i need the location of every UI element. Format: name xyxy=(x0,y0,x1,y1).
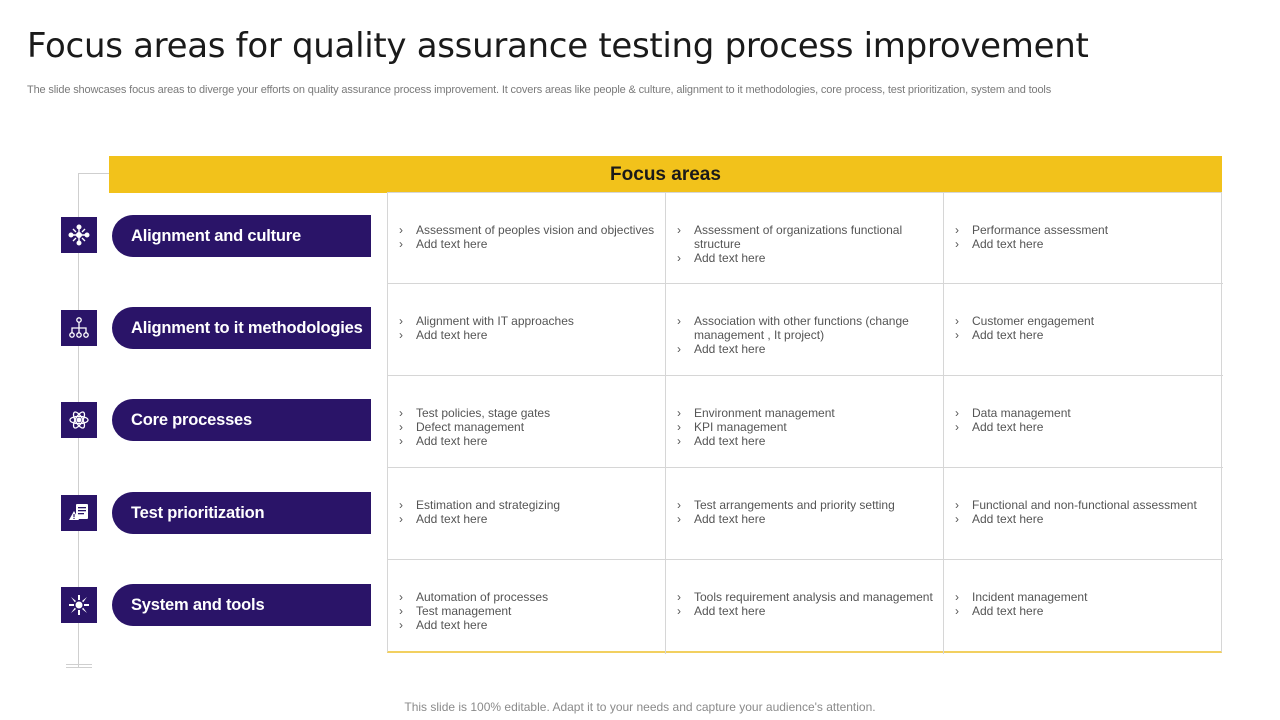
footer-note: This slide is 100% editable. Adapt it to… xyxy=(404,700,876,714)
tools-icon xyxy=(61,587,97,623)
list-item: Environment management xyxy=(674,406,933,420)
list-item: Data management xyxy=(952,406,1213,420)
table-cell: Functional and non-functional assessment… xyxy=(944,468,1223,560)
document-warning-icon xyxy=(61,495,97,531)
table-cell: Test policies, stage gatesDefect managem… xyxy=(388,376,666,468)
page-title: Focus areas for quality assurance testin… xyxy=(27,26,1089,66)
row-label-test-prioritization: Test prioritization xyxy=(112,492,371,534)
list-item: Performance assessment xyxy=(952,223,1213,237)
list-item: Add text here xyxy=(674,604,933,618)
list-item: Incident management xyxy=(952,590,1213,604)
hierarchy-icon xyxy=(61,310,97,346)
atom-gear-icon xyxy=(61,402,97,438)
list-item: Defect management xyxy=(396,420,655,434)
list-item: Add text here xyxy=(396,434,655,448)
list-item: Add text here xyxy=(952,420,1213,434)
list-item: Automation of processes xyxy=(396,590,655,604)
list-item: Add text here xyxy=(674,434,933,448)
list-item: Assessment of organizations functional s… xyxy=(674,223,933,251)
table-cell: Performance assessmentAdd text here xyxy=(944,193,1223,284)
list-item: Add text here xyxy=(396,512,655,526)
list-item: Add text here xyxy=(952,512,1213,526)
list-item: Add text here xyxy=(674,342,933,356)
connector-foot xyxy=(66,667,92,668)
focus-areas-header: Focus areas xyxy=(109,156,1222,193)
list-item: Add text here xyxy=(952,237,1213,251)
list-item: Test arrangements and priority setting xyxy=(674,498,933,512)
table-cell: Assessment of organizations functional s… xyxy=(666,193,944,284)
table-cell: Tools requirement analysis and managemen… xyxy=(666,560,944,654)
list-item: Functional and non-functional assessment xyxy=(952,498,1213,512)
list-item: Test management xyxy=(396,604,655,618)
list-item: Add text here xyxy=(396,328,655,342)
table-cell: Data managementAdd text here xyxy=(944,376,1223,468)
table-cell: Association with other functions (change… xyxy=(666,284,944,376)
list-item: Assessment of peoples vision and objecti… xyxy=(396,223,655,237)
list-item: Add text here xyxy=(396,237,655,251)
list-item: Customer engagement xyxy=(952,314,1213,328)
list-item: Add text here xyxy=(674,251,933,265)
list-item: Add text here xyxy=(952,328,1213,342)
list-item: Alignment with IT approaches xyxy=(396,314,655,328)
list-item: Estimation and strategizing xyxy=(396,498,655,512)
row-label-system-tools: System and tools xyxy=(112,584,371,626)
page-subtitle: The slide showcases focus areas to diver… xyxy=(27,84,1052,96)
network-people-icon xyxy=(61,217,97,253)
table-cell: Assessment of peoples vision and objecti… xyxy=(388,193,666,284)
table-cell: Environment managementKPI managementAdd … xyxy=(666,376,944,468)
list-item: Test policies, stage gates xyxy=(396,406,655,420)
list-item: Tools requirement analysis and managemen… xyxy=(674,590,933,604)
table-cell: Test arrangements and priority settingAd… xyxy=(666,468,944,560)
focus-areas-table: Assessment of peoples vision and objecti… xyxy=(387,192,1223,654)
connector-foot xyxy=(66,664,92,665)
table-cell: Customer engagementAdd text here xyxy=(944,284,1223,376)
row-label-core-processes: Core processes xyxy=(112,399,371,441)
list-item: Add text here xyxy=(674,512,933,526)
list-item: KPI management xyxy=(674,420,933,434)
list-item: Add text here xyxy=(952,604,1213,618)
list-item: Association with other functions (change… xyxy=(674,314,933,342)
row-label-alignment-culture: Alignment and culture xyxy=(112,215,371,257)
row-label-alignment-methodologies: Alignment to it methodologies xyxy=(112,307,371,349)
table-cell: Incident managementAdd text here xyxy=(944,560,1223,654)
connector-top xyxy=(78,173,110,174)
table-cell: Estimation and strategizingAdd text here xyxy=(388,468,666,560)
list-item: Add text here xyxy=(396,618,655,632)
table-cell: Alignment with IT approachesAdd text her… xyxy=(388,284,666,376)
